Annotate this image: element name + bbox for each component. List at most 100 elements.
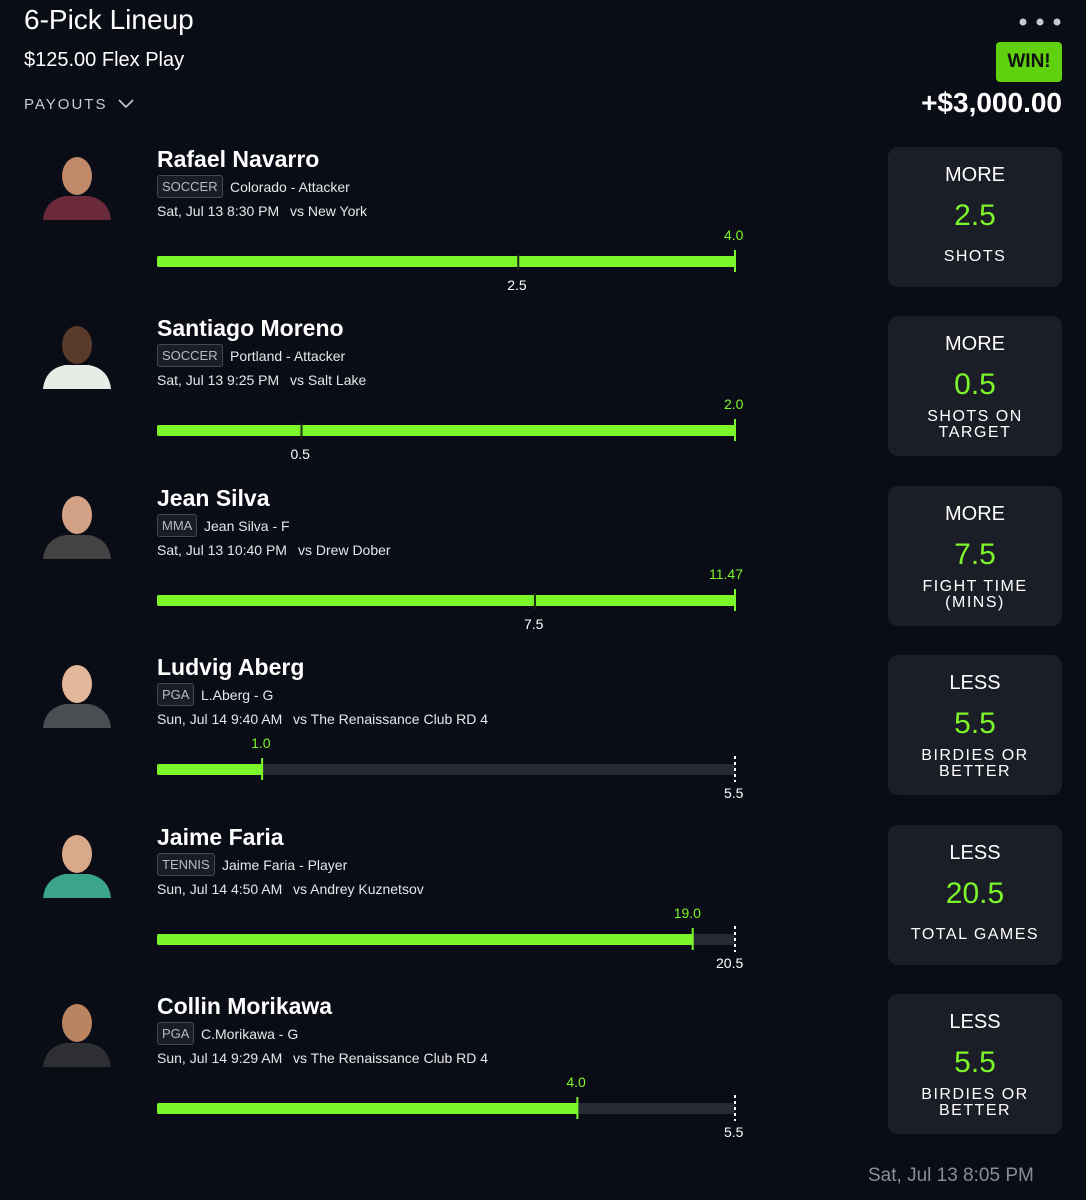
- player-name: Collin Morikawa: [157, 993, 333, 1019]
- line-value: 5.5: [954, 707, 996, 741]
- bar-fill: [157, 1103, 578, 1114]
- bar-track: [157, 764, 735, 776]
- line-value: 0.5: [290, 446, 310, 463]
- actual-value: 2.0: [724, 396, 744, 413]
- team-position: C.Morikawa - G: [201, 1026, 299, 1042]
- progress-bar: [157, 588, 736, 611]
- bar-fill: [157, 256, 735, 267]
- shirt: [43, 704, 111, 729]
- line-value: 2.5: [507, 277, 527, 293]
- opponent: vs Andrey Kuznetsov: [293, 880, 424, 897]
- stat-type: TOTAL GAMES: [910, 925, 1040, 943]
- direction: LESS: [949, 841, 1001, 864]
- face: [62, 495, 92, 534]
- stat-type: SHOTS ON TARGET: [927, 408, 1023, 442]
- payouts-toggle[interactable]: PAYOUTS: [24, 96, 134, 113]
- player-name: Rafael Navarro: [157, 146, 320, 172]
- progress-bar: [157, 756, 736, 783]
- face: [62, 834, 92, 873]
- opponent: vs The Renaissance Club RD 4: [293, 711, 489, 728]
- progress-bar: [157, 925, 736, 952]
- sport-tag: PGA: [157, 1022, 195, 1045]
- bar-fill: [157, 594, 735, 606]
- face: [62, 157, 92, 195]
- player-name: Santiago Moreno: [157, 315, 344, 342]
- pick-card: LESS 5.5 BIRDIES OR BETTER: [888, 655, 1062, 796]
- opponent: vs New York: [290, 203, 368, 219]
- bar-fill: [157, 764, 263, 776]
- direction: MORE: [945, 333, 1005, 356]
- shirt: [43, 534, 111, 559]
- player-name: Jean Silva: [157, 484, 270, 511]
- direction: LESS: [949, 1011, 1001, 1033]
- player-photo: [43, 834, 111, 898]
- shirt: [43, 873, 111, 898]
- face: [62, 1004, 92, 1042]
- player-photo: [43, 326, 111, 390]
- shirt: [43, 196, 111, 220]
- status-badge: WIN!: [996, 42, 1062, 82]
- team-position: Portland - Attacker: [230, 348, 346, 365]
- progress-bar: [157, 250, 736, 272]
- stat-type: BIRDIES OR BETTER: [921, 1086, 1029, 1119]
- actual-value: 11.47: [709, 565, 743, 582]
- player-photo: [43, 495, 111, 559]
- direction: MORE: [945, 164, 1005, 186]
- payouts-label: PAYOUTS: [24, 96, 108, 113]
- game-time: Sat, Jul 13 8:30 PM: [157, 203, 280, 219]
- pick-card: LESS 5.5 BIRDIES OR BETTER: [888, 994, 1062, 1134]
- sport-tag: MMA: [157, 513, 198, 537]
- pick-card: LESS 20.5 TOTAL GAMES: [888, 824, 1062, 965]
- bar-fill: [157, 425, 735, 437]
- stat-type: BIRDIES OR BETTER: [921, 747, 1029, 781]
- actual-value: 19.0: [673, 904, 701, 921]
- face: [62, 665, 92, 704]
- player-name: Jaime Faria: [157, 823, 284, 850]
- winnings: +$3,000.00: [921, 87, 1062, 118]
- progress-bar: [157, 419, 736, 442]
- stat-type: SHOTS: [943, 248, 1007, 265]
- chevron: [118, 99, 134, 109]
- line-value: 5.5: [724, 785, 744, 802]
- line-value: 7.5: [523, 615, 544, 632]
- lineup-title: 6-Pick Lineup: [24, 4, 194, 35]
- progress-bar: [157, 1095, 736, 1121]
- direction: MORE: [945, 502, 1005, 525]
- team-position: Colorado - Attacker: [230, 179, 350, 195]
- more-menu[interactable]: [1018, 16, 1062, 28]
- team-position: L.Aberg - G: [201, 687, 274, 704]
- actual-value: 1.0: [251, 735, 271, 752]
- direction: LESS: [949, 672, 1001, 695]
- pick-card: MORE 7.5 FIGHT TIME (MINS): [888, 485, 1062, 626]
- sport-tag: PGA: [157, 683, 195, 707]
- team-position: Jean Silva - F: [204, 517, 290, 534]
- pick-card: MORE 0.5 SHOTS ON TARGET: [888, 316, 1062, 457]
- game-time: Sun, Jul 14 9:29 AM: [157, 1050, 283, 1066]
- actual-value: 4.0: [724, 227, 744, 243]
- sport-tag: SOCCER: [157, 175, 223, 198]
- face: [62, 326, 92, 365]
- opponent: vs Drew Dober: [298, 541, 391, 558]
- game-time: Sat, Jul 13 9:25 PM: [157, 372, 280, 389]
- shirt: [43, 1043, 111, 1067]
- play-type: $125.00 Flex Play: [24, 49, 185, 71]
- player-photo: [43, 157, 111, 220]
- pick-card: MORE 2.5 SHOTS: [888, 147, 1062, 287]
- actual-value: 4.0: [566, 1074, 586, 1090]
- line-value: 7.5: [954, 537, 996, 571]
- bar-fill: [157, 933, 693, 945]
- line-value: 0.5: [954, 368, 996, 402]
- sport-tag: SOCCER: [157, 344, 223, 368]
- game-time: Sun, Jul 14 9:40 AM: [157, 711, 283, 728]
- line-value: 2.5: [954, 199, 996, 232]
- sport-tag: TENNIS: [157, 852, 215, 876]
- opponent: vs The Renaissance Club RD 4: [293, 1050, 489, 1066]
- shirt: [43, 365, 111, 390]
- player-photo: [43, 1004, 111, 1067]
- line-value: 5.5: [724, 1124, 744, 1140]
- game-time: Sun, Jul 14 4:50 AM: [157, 880, 283, 897]
- player-photo: [43, 665, 111, 729]
- timestamp: Sat, Jul 13 8:05 PM: [868, 1165, 1034, 1186]
- game-time: Sat, Jul 13 10:40 PM: [157, 541, 287, 558]
